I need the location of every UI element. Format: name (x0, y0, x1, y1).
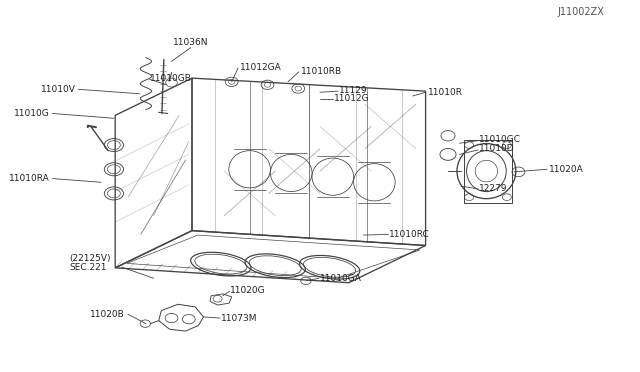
Text: 11010GB: 11010GB (150, 74, 192, 83)
Text: 11036N: 11036N (173, 38, 209, 47)
Text: 12279: 12279 (479, 185, 508, 193)
Text: 11012GA: 11012GA (240, 63, 282, 72)
Text: 11010GC: 11010GC (479, 135, 521, 144)
Text: 11010V: 11010V (41, 85, 76, 94)
Text: 11010RC: 11010RC (389, 230, 430, 239)
Text: SEC.221: SEC.221 (69, 263, 107, 272)
Text: 11073M: 11073M (221, 314, 257, 323)
Text: J11002ZX: J11002ZX (558, 7, 605, 17)
Text: 11010RA: 11010RA (9, 174, 50, 183)
Text: 11010R: 11010R (428, 88, 463, 97)
Text: 11010RB: 11010RB (301, 67, 342, 76)
Text: 11010G: 11010G (14, 109, 50, 118)
Text: (22125V): (22125V) (69, 254, 111, 263)
Text: 11010D: 11010D (479, 144, 515, 153)
Text: 11020B: 11020B (90, 310, 125, 319)
Text: 11020G: 11020G (230, 286, 266, 295)
Text: 11129: 11129 (339, 86, 368, 94)
Text: 11012G: 11012G (334, 94, 370, 103)
Text: 11010GA: 11010GA (320, 274, 362, 283)
Text: 11020A: 11020A (549, 165, 584, 174)
